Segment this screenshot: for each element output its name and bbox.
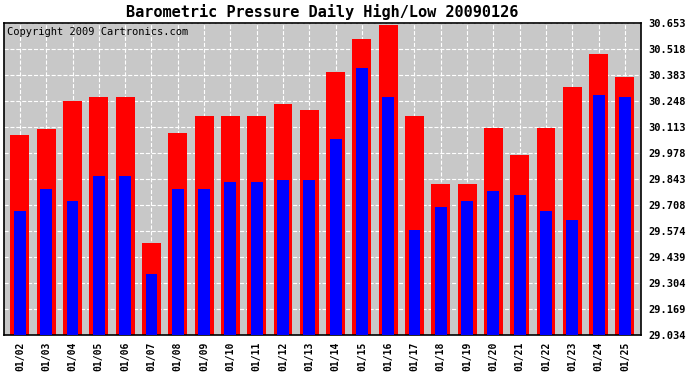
Bar xyxy=(221,116,240,335)
Bar xyxy=(304,180,315,335)
Bar xyxy=(273,104,293,335)
Bar xyxy=(615,77,634,335)
Bar xyxy=(142,243,161,335)
Bar xyxy=(619,97,631,335)
Bar xyxy=(326,72,345,335)
Bar xyxy=(90,97,108,335)
Bar xyxy=(10,135,30,335)
Bar xyxy=(408,230,420,335)
Bar xyxy=(356,68,368,335)
Bar xyxy=(484,128,503,335)
Bar xyxy=(224,182,236,335)
Bar xyxy=(277,180,289,335)
Bar xyxy=(250,182,263,335)
Bar xyxy=(353,39,371,335)
Bar xyxy=(172,189,184,335)
Bar xyxy=(589,54,608,335)
Bar xyxy=(566,220,578,335)
Bar xyxy=(431,183,451,335)
Bar xyxy=(247,116,266,335)
Bar xyxy=(537,128,555,335)
Bar xyxy=(300,110,319,335)
Bar xyxy=(168,134,187,335)
Bar xyxy=(67,201,79,335)
Bar xyxy=(514,195,526,335)
Bar xyxy=(37,129,56,335)
Bar xyxy=(195,116,213,335)
Bar xyxy=(487,191,500,335)
Bar xyxy=(63,100,82,335)
Text: Copyright 2009 Cartronics.com: Copyright 2009 Cartronics.com xyxy=(8,27,188,38)
Bar xyxy=(510,154,529,335)
Bar xyxy=(457,183,477,335)
Bar xyxy=(379,25,397,335)
Bar xyxy=(198,189,210,335)
Bar xyxy=(540,210,552,335)
Bar xyxy=(330,139,342,335)
Bar xyxy=(461,201,473,335)
Bar xyxy=(593,95,604,335)
Bar xyxy=(40,189,52,335)
Bar xyxy=(435,207,446,335)
Bar xyxy=(382,97,394,335)
Title: Barometric Pressure Daily High/Low 20090126: Barometric Pressure Daily High/Low 20090… xyxy=(126,4,519,20)
Bar xyxy=(146,274,157,335)
Bar xyxy=(93,176,105,335)
Bar xyxy=(563,87,582,335)
Bar xyxy=(116,97,135,335)
Bar xyxy=(405,116,424,335)
Bar xyxy=(14,210,26,335)
Bar xyxy=(119,176,131,335)
